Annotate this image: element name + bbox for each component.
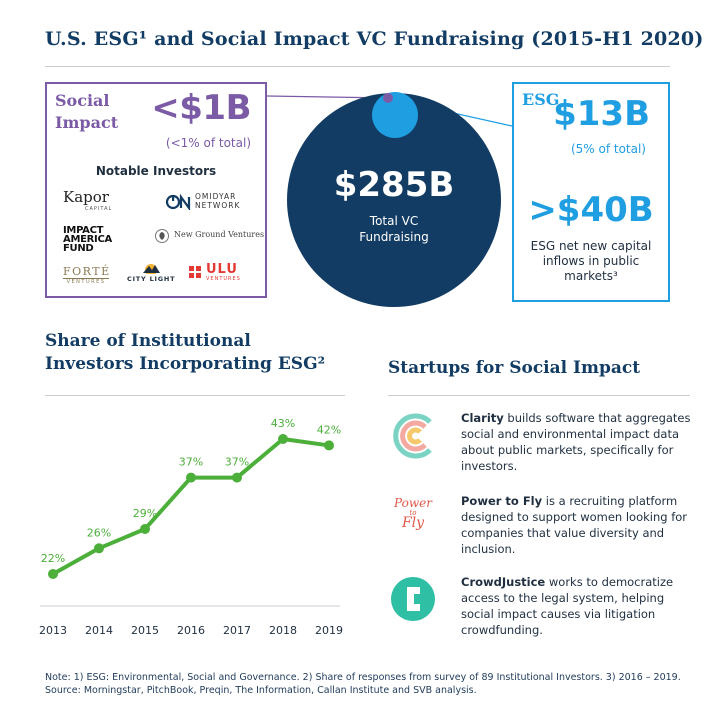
total-vc-label-line2: Fundraising (359, 230, 429, 244)
startup-power-to-fly-name: Power to Fly (461, 494, 543, 508)
x-tick-label-2017: 2017 (223, 624, 251, 637)
kapor-logo-text: Kapor (63, 188, 109, 206)
ulu-mark-icon (189, 266, 201, 278)
impact-america-line2: AMERICA (63, 234, 112, 245)
ulu-text: ULU (206, 262, 238, 277)
kapor-logo: Kapor CAPITAL (63, 188, 112, 212)
total-vc-label: Total VC Fundraising (287, 213, 501, 245)
startup-clarity-desc: builds software that aggregates social a… (461, 411, 691, 473)
startups-title: Startups for Social Impact (388, 358, 641, 378)
chart-title-line2: Investors Incorporating ESG² (45, 354, 326, 374)
data-label-2018: 43% (271, 417, 295, 430)
impact-america-line3: FUND (63, 243, 94, 254)
x-tick-label-2014: 2014 (85, 624, 113, 637)
startups-title-divider (388, 395, 690, 396)
startup-power-to-fly-desc: is a recruiting platform designed to sup… (461, 494, 688, 556)
data-point-2019 (324, 440, 334, 451)
kapor-logo-subtext: CAPITAL (85, 206, 113, 212)
power-to-fly-logo-line2: to (409, 509, 417, 517)
city-light-mark-icon (143, 264, 160, 276)
omidyar-logo-line2: NETWORK (195, 201, 241, 210)
new-ground-ventures-text: New Ground Ventures (174, 230, 265, 239)
leaf-icon (155, 229, 169, 243)
page-title: U.S. ESG¹ and Social Impact VC Fundraisi… (45, 28, 704, 50)
x-tick-label-2019: 2019 (315, 624, 343, 637)
data-point-2018 (278, 434, 288, 444)
chart-title-line1: Share of Institutional (45, 331, 251, 351)
chart-title-divider (45, 395, 345, 396)
notable-investors-heading: Notable Investors (95, 164, 217, 178)
forte-logo-text: FORTÉ (63, 265, 111, 278)
social-impact-amount: <$1B (151, 88, 251, 128)
startup-clarity: Clarity builds software that aggregates … (461, 410, 691, 474)
esg-public-note: ESG net new capital inflows in public ma… (514, 239, 668, 284)
esg-share-circle (372, 92, 418, 138)
esg-heading: ESG (522, 90, 560, 109)
esg-share: (5% of total) (570, 142, 646, 156)
social-impact-heading: Social Impact (55, 90, 135, 134)
omidyar-mark-icon (165, 194, 191, 210)
total-vc-amount: $285B (333, 165, 455, 205)
footnote: Note: 1) ESG: Environmental, Social and … (45, 671, 685, 697)
data-point-2015 (140, 524, 150, 534)
social-impact-heading-line2: Impact (55, 113, 119, 132)
forte-ventures-logo: FORTÉ VENTURES (63, 265, 109, 285)
omidyar-logo-line1: OMIDYAR (195, 192, 237, 201)
esg-public-amount: >$40B (528, 190, 654, 230)
startup-clarity-name: Clarity (461, 411, 504, 425)
title-divider (45, 66, 670, 67)
startup-crowdjustice-desc: works to democratize access to the legal… (461, 575, 674, 637)
esg-note-line2: inflows in public (542, 254, 640, 268)
x-tick-label-2016: 2016 (177, 624, 205, 637)
esg-note-line1: ESG net new capital (530, 239, 652, 253)
city-light-text: CITY LIGHT (127, 275, 176, 283)
crowdjustice-logo-icon (391, 577, 435, 621)
social-impact-heading-line1: Social (55, 91, 110, 110)
total-vc-label-line1: Total VC (369, 214, 419, 228)
social-impact-share: (<1% of total) (165, 136, 251, 150)
power-to-fly-logo-line3: Fly (401, 515, 425, 531)
data-point-2014 (94, 543, 104, 554)
x-tick-label-2013: 2013 (39, 624, 67, 637)
esg-box: ESG $13B (5% of total) >$40B ESG net new… (512, 82, 670, 302)
power-to-fly-logo: Power to Fly (388, 496, 438, 531)
esg-note-line3: markets³ (564, 269, 618, 283)
data-label-2016: 37% (179, 456, 203, 469)
footnote-line2: Source: Morningstar, PitchBook, Preqin, … (45, 685, 477, 696)
chart-title: Share of Institutional Investors Incorpo… (45, 330, 325, 376)
x-tick-label-2015: 2015 (131, 624, 159, 637)
clarity-logo-icon (393, 413, 432, 459)
social-impact-box: Social Impact <$1B (<1% of total) Notabl… (45, 82, 267, 298)
data-label-2017: 37% (225, 456, 249, 469)
x-tick-label-2018: 2018 (269, 624, 297, 637)
data-label-2015: 29% (133, 507, 157, 520)
data-point-2017 (232, 472, 242, 483)
city-light-logo: CITY LIGHT (127, 260, 175, 283)
startup-power-to-fly: Power to Fly is a recruiting platform de… (461, 493, 691, 557)
startup-crowdjustice-name: CrowdJustice (461, 575, 546, 589)
data-point-2016 (186, 472, 196, 483)
impact-america-line1: IMPACT (63, 225, 104, 236)
esg-amount: $13B (553, 94, 650, 134)
impact-america-fund-logo: IMPACT AMERICA FUND (63, 225, 112, 254)
esg-share-line-chart: 22% 2013 26% 2014 29% 2015 37% 2016 37% 2017 43% 20… (39, 417, 343, 637)
ulu-subtext: VENTURES (206, 276, 241, 282)
data-label-2013: 22% (41, 552, 65, 565)
data-label-2019: 42% (317, 423, 341, 436)
power-to-fly-logo-line1: Power (394, 496, 432, 510)
data-point-2013 (48, 569, 58, 579)
forte-logo-subtext: VENTURES (63, 278, 109, 285)
social-impact-share-circle (383, 93, 393, 103)
data-label-2014: 26% (87, 526, 111, 539)
footnote-line1: Note: 1) ESG: Environmental, Social and … (45, 672, 681, 683)
startup-crowdjustice: CrowdJustice works to democratize access… (461, 574, 691, 638)
